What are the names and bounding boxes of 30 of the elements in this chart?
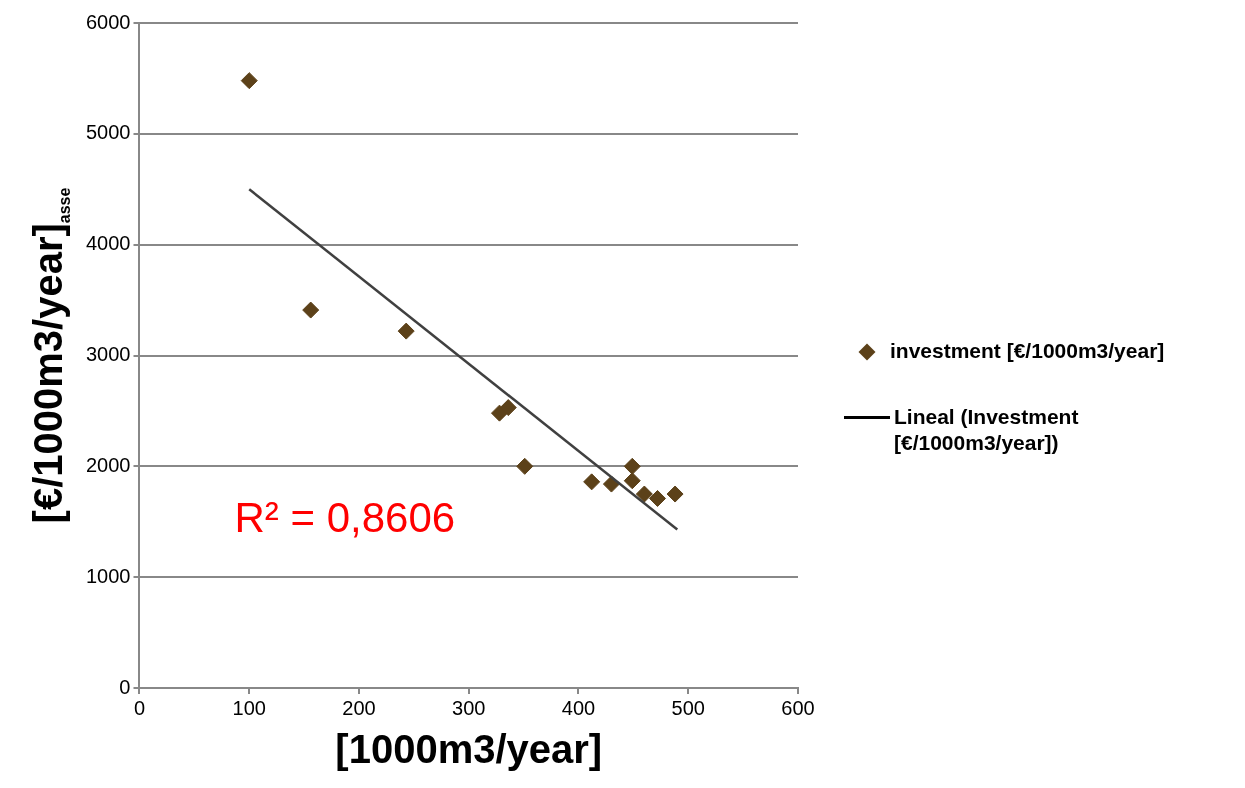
y-tick-label: 2000	[85, 453, 131, 476]
x-tick-label: 0	[133, 696, 146, 719]
point	[240, 72, 258, 90]
x-tick-label: 600	[781, 696, 815, 719]
legend-label: investment [€/1000m3/year]	[890, 338, 1166, 364]
y-tick-label: 3000	[85, 343, 131, 366]
x-tick-label: 400	[561, 696, 596, 719]
point	[635, 485, 653, 503]
y-tick-label: 4000	[85, 232, 131, 255]
point	[666, 485, 684, 503]
point	[649, 489, 667, 507]
point	[516, 457, 534, 475]
y-tick-label: 1000	[85, 564, 131, 587]
y-tick-label: 6000	[85, 10, 131, 33]
y-tick-label: 5000	[85, 121, 131, 144]
y-axis-title: [€/1000m3/year]asse	[26, 187, 73, 524]
annotation: R² = 0,8606	[234, 493, 456, 541]
text: Lineal (Investment [€/1000m3/year])	[894, 404, 1080, 456]
x-axis-title: [1000m3/year]	[335, 727, 603, 772]
point	[583, 473, 601, 491]
x-tick-label: 100	[232, 696, 266, 719]
point	[499, 399, 517, 417]
x-tick-label: 200	[342, 696, 376, 719]
x-tick-label: 500	[671, 696, 705, 719]
point	[302, 301, 320, 319]
y-tick-label: 0	[119, 675, 131, 698]
point	[397, 322, 415, 340]
x-tick-label: 300	[452, 696, 486, 719]
point	[623, 457, 641, 475]
point	[623, 472, 641, 490]
